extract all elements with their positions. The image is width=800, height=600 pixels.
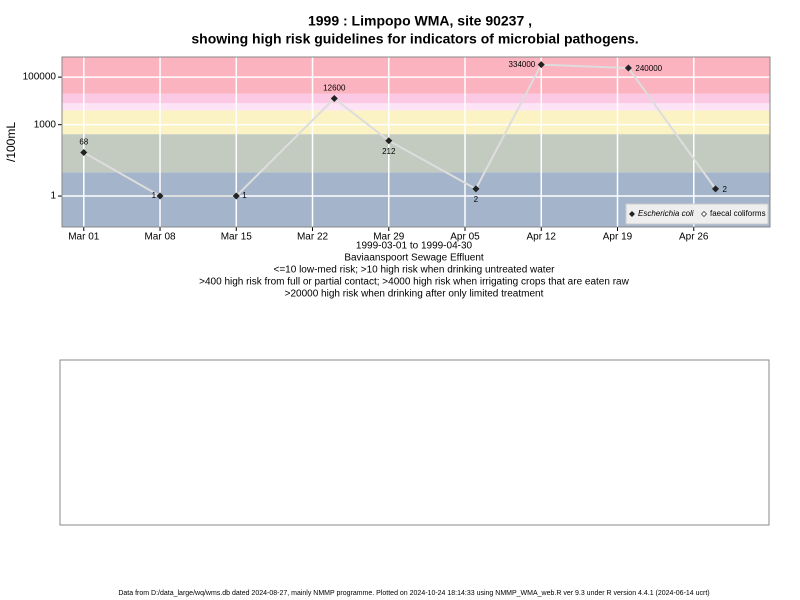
note: >20000 high risk when drinking after onl… xyxy=(285,289,544,300)
note: >400 high risk from full or partial cont… xyxy=(199,277,629,288)
y-tick-label: 100000 xyxy=(23,72,57,83)
data-label: 1 xyxy=(242,191,247,200)
legend-box xyxy=(625,203,769,225)
x-axis-label: 1999-03-01 to 1999-04-30 xyxy=(356,241,473,252)
data-label: 240000 xyxy=(635,64,662,73)
y-tick-label: 1 xyxy=(50,191,56,202)
x-tick-label: Apr 12 xyxy=(527,232,557,243)
x-tick-label: Apr 05 xyxy=(450,232,480,243)
risk-band xyxy=(62,93,770,104)
footer: Data from D:/data_large/wq/wms.db dated … xyxy=(118,590,709,597)
data-point xyxy=(472,185,480,193)
data-label: 1 xyxy=(152,191,157,200)
data-label: 68 xyxy=(79,138,88,147)
x-tick-label: Mar 01 xyxy=(68,232,100,243)
legend-symbol xyxy=(701,211,707,217)
legend-label: faecal coliforms xyxy=(710,209,766,218)
y-tick-label: 1000 xyxy=(34,119,57,130)
x-tick-label: Mar 22 xyxy=(297,232,329,243)
data-label: 2 xyxy=(723,185,728,194)
data-point xyxy=(232,192,240,200)
x-tick-label: Apr 19 xyxy=(603,232,633,243)
chart-subtitle: showing high risk guidelines for indicat… xyxy=(191,31,638,47)
site-name: Baviaanspoort Sewage Effluent xyxy=(344,253,484,264)
empty-panel xyxy=(59,359,770,526)
risk-band xyxy=(62,134,770,173)
data-label: 212 xyxy=(382,147,396,156)
data-label: 334000 xyxy=(509,60,536,69)
note: <=10 low-med risk; >10 high risk when dr… xyxy=(274,265,556,276)
data-point xyxy=(156,192,164,200)
data-point xyxy=(624,64,632,72)
risk-band xyxy=(62,57,770,94)
data-label: 12600 xyxy=(323,84,346,93)
chart-title: 1999 : Limpopo WMA, site 90237 , xyxy=(308,13,532,29)
legend-label: Escherichia coli xyxy=(638,209,694,218)
legend-symbol xyxy=(629,211,635,217)
plot-frame xyxy=(61,56,771,228)
x-tick-label: Apr 26 xyxy=(679,232,709,243)
x-tick-label: Mar 15 xyxy=(221,232,253,243)
risk-band xyxy=(62,110,770,135)
data-point xyxy=(712,185,720,193)
data-point xyxy=(330,95,338,103)
risk-band xyxy=(62,103,770,111)
x-tick-label: Mar 29 xyxy=(373,232,405,243)
y-axis-label: /100mL xyxy=(4,122,18,162)
x-tick-label: Mar 08 xyxy=(144,232,176,243)
data-point xyxy=(385,137,393,145)
data-point xyxy=(80,148,88,156)
data-label: 2 xyxy=(474,195,479,204)
data-point xyxy=(537,61,545,69)
